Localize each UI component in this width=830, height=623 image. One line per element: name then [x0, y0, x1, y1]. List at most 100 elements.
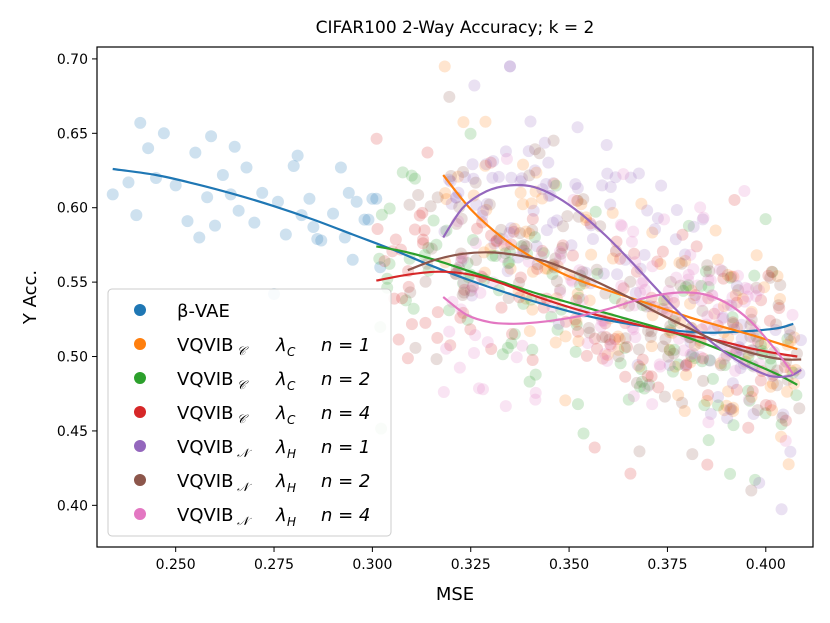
scatter-point — [775, 418, 788, 431]
scatter-point — [702, 273, 715, 286]
scatter-point — [443, 173, 456, 186]
scatter-point — [633, 360, 646, 373]
scatter-point — [736, 292, 749, 305]
scatter-point — [446, 295, 459, 308]
scatter-point — [503, 256, 516, 269]
legend-marker — [134, 508, 146, 520]
legend-n: n = 4 — [321, 403, 370, 424]
scatter-point — [440, 342, 453, 355]
scatter-point — [731, 269, 744, 282]
scatter-point — [639, 283, 652, 296]
scatter-point — [763, 314, 776, 327]
scatter-point — [676, 228, 689, 241]
scatter-point — [676, 396, 689, 409]
scatter-point — [655, 179, 668, 192]
scatter-point — [571, 182, 584, 195]
scatter-point — [555, 247, 568, 260]
scatter-point — [604, 338, 617, 351]
scatter-point — [714, 357, 727, 370]
scatter-point — [416, 237, 429, 250]
scatter-point — [722, 331, 735, 344]
scatter-point — [612, 350, 625, 363]
scatter-point — [582, 322, 595, 335]
scatter-point — [729, 364, 742, 377]
scatter-point — [445, 197, 458, 210]
scatter-point — [601, 354, 614, 367]
legend-n: n = 2 — [321, 369, 370, 390]
legend-n: n = 2 — [321, 471, 370, 492]
scatter-point — [751, 404, 764, 417]
x-axis: 0.250 0.275 0.300 0.325 0.350 0.375 0.400 — [156, 547, 786, 573]
scatter-point — [479, 159, 492, 172]
scatter-point — [541, 262, 554, 275]
scatter-point — [677, 284, 690, 297]
legend-marker — [134, 406, 146, 418]
scatter-point — [510, 351, 523, 364]
scatter-point — [724, 467, 737, 480]
scatter-point — [550, 179, 563, 192]
scatter-point — [588, 332, 601, 345]
scatter-point — [464, 323, 477, 336]
scatter-point — [493, 232, 506, 245]
legend-label-subscript: 𝒩 — [237, 446, 252, 460]
scatter-point — [701, 458, 714, 471]
scatter-point — [716, 312, 729, 325]
scatter-point — [551, 323, 564, 336]
scatter-point — [531, 262, 544, 275]
scatter-point — [523, 169, 536, 182]
scatter-point — [542, 156, 555, 169]
scatter-point — [575, 198, 588, 211]
scatter-point — [663, 343, 676, 356]
scatter-point — [577, 427, 590, 440]
scatter-point — [701, 389, 714, 402]
scatter-point — [409, 341, 422, 354]
scatter-point — [775, 430, 788, 443]
scatter-point — [485, 343, 498, 356]
scatter-point — [256, 186, 269, 199]
scatter-point — [759, 407, 772, 420]
scatter-point — [569, 178, 582, 191]
scatter-point — [526, 213, 539, 226]
scatter-point — [723, 403, 736, 416]
scatter-point — [571, 194, 584, 207]
scatter-point — [468, 79, 481, 92]
x-tick-label: 0.300 — [352, 557, 392, 573]
scatter-point — [721, 412, 734, 425]
scatter-point — [530, 240, 543, 253]
scatter-point — [500, 238, 513, 251]
scatter-point — [383, 257, 396, 270]
scatter-point — [291, 149, 304, 162]
scatter-point — [643, 378, 656, 391]
scatter-point — [604, 198, 617, 211]
scatter-point — [571, 121, 584, 134]
scatter-point — [401, 352, 414, 365]
scatter-point — [501, 265, 514, 278]
scatter-point — [407, 302, 420, 315]
scatter-point — [549, 252, 562, 265]
scatter-point — [624, 171, 637, 184]
scatter-point — [580, 214, 593, 227]
scatter-point — [704, 407, 717, 420]
scatter-point — [553, 245, 566, 258]
scatter-point — [727, 419, 740, 432]
scatter-point — [538, 136, 551, 149]
scatter-point — [457, 116, 470, 129]
scatter-point — [469, 237, 482, 250]
scatter-point — [603, 333, 616, 346]
scatter-point — [759, 213, 772, 226]
scatter-point — [687, 220, 700, 233]
legend-label: VQVIB — [177, 369, 233, 390]
scatter-point — [189, 146, 202, 159]
scatter-point — [627, 323, 640, 336]
scatter-point — [694, 201, 707, 214]
scatter-point — [437, 385, 450, 398]
scatter-point — [634, 262, 647, 275]
scatter-point — [774, 278, 787, 291]
scatter-point — [526, 343, 539, 356]
scatter-point — [443, 90, 456, 103]
scatter-point — [456, 288, 469, 301]
scatter-point — [469, 176, 482, 189]
scatter-point — [754, 339, 767, 352]
scatter-point — [779, 414, 792, 427]
scatter-point — [701, 259, 714, 272]
